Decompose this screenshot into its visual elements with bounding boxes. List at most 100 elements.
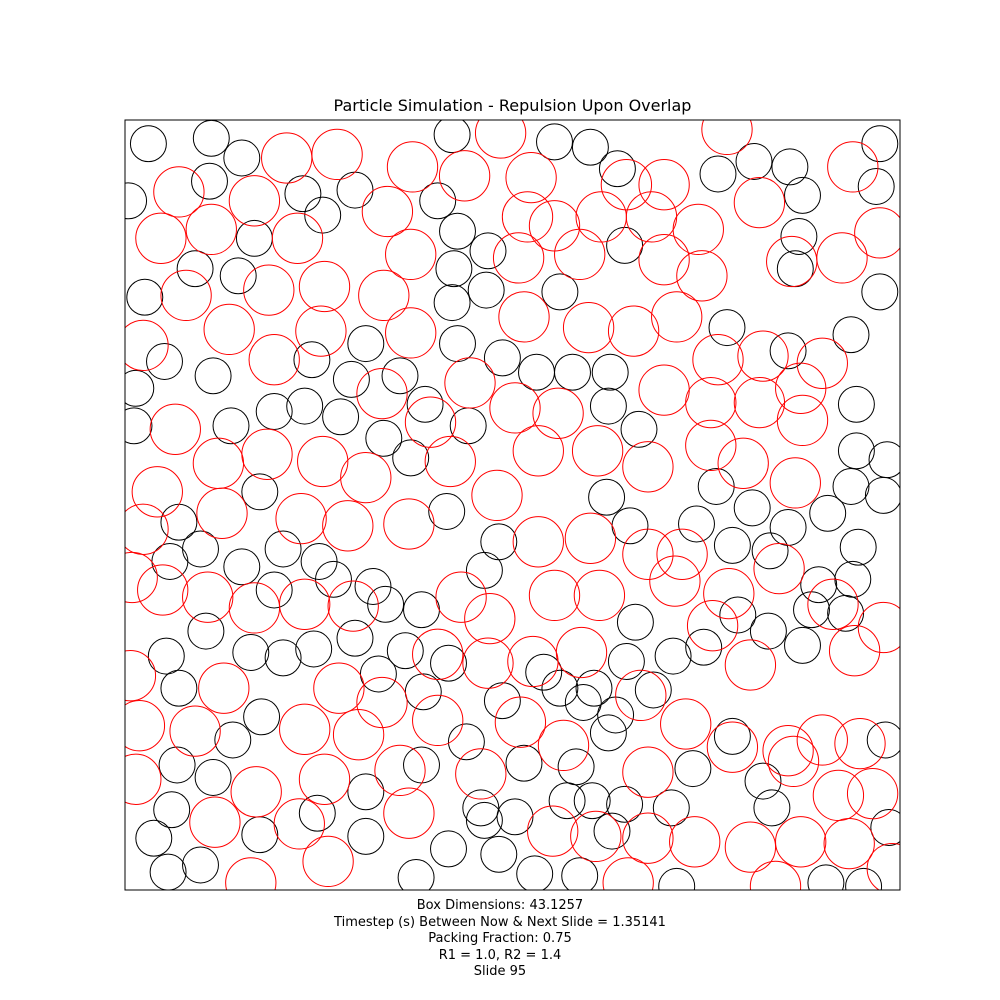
particle-small bbox=[658, 867, 696, 890]
particle-large bbox=[203, 303, 255, 356]
particle-small bbox=[611, 507, 649, 545]
particle-large bbox=[528, 569, 581, 622]
particle-small bbox=[397, 859, 435, 890]
particle-large bbox=[769, 457, 821, 509]
particle-large bbox=[766, 235, 818, 288]
particle-large bbox=[313, 662, 365, 714]
particle-large bbox=[537, 719, 590, 772]
particle-small bbox=[241, 816, 279, 854]
particle-large bbox=[230, 766, 282, 818]
particle-small bbox=[332, 360, 370, 398]
particle-large bbox=[615, 669, 667, 722]
particle-small bbox=[780, 218, 818, 255]
particle-small bbox=[365, 419, 403, 457]
particle-small bbox=[719, 596, 757, 634]
particle-large bbox=[796, 714, 848, 766]
particle-small bbox=[467, 271, 505, 309]
particle-small bbox=[870, 809, 900, 846]
particle-small bbox=[430, 644, 467, 682]
particle-large bbox=[383, 498, 435, 550]
particle-small bbox=[160, 503, 198, 541]
particle-small bbox=[713, 526, 751, 564]
particle-small bbox=[392, 439, 430, 477]
particle-large bbox=[192, 437, 245, 489]
particle-large bbox=[554, 228, 606, 281]
particle-large bbox=[660, 698, 712, 750]
particle-large bbox=[298, 260, 351, 313]
particle-small bbox=[674, 750, 712, 788]
particle-small bbox=[616, 603, 654, 641]
particle-large bbox=[622, 746, 674, 798]
particle-large bbox=[271, 212, 324, 264]
particle-small bbox=[809, 494, 847, 532]
particle-large bbox=[279, 703, 331, 755]
particle-small bbox=[769, 509, 807, 546]
particle-large bbox=[834, 717, 886, 770]
particle-large bbox=[512, 516, 564, 568]
particle-small bbox=[406, 385, 444, 423]
particle-large bbox=[160, 269, 212, 322]
particle-small bbox=[439, 325, 476, 363]
particle-large bbox=[295, 305, 347, 357]
particle-small bbox=[866, 721, 900, 759]
particle-small bbox=[857, 168, 895, 205]
particle-small bbox=[153, 791, 191, 829]
particle-large bbox=[302, 835, 354, 888]
particle-small bbox=[149, 853, 187, 890]
particle-small bbox=[428, 493, 466, 530]
particle-large bbox=[322, 500, 374, 552]
particle-small bbox=[433, 120, 471, 154]
particle-small bbox=[573, 782, 611, 820]
particle-large bbox=[455, 748, 507, 800]
particle-small bbox=[462, 789, 500, 827]
particle-large bbox=[125, 551, 158, 604]
simulation-box-frame bbox=[124, 119, 901, 891]
particle-large bbox=[685, 376, 737, 429]
particle-small bbox=[589, 387, 627, 425]
particle-small bbox=[525, 653, 563, 691]
particle-large bbox=[149, 403, 201, 455]
particle-large bbox=[412, 694, 464, 747]
particle-small bbox=[832, 468, 870, 505]
particle-large bbox=[501, 191, 554, 243]
particle-large bbox=[625, 191, 678, 243]
particle-small bbox=[284, 175, 322, 213]
particle-large bbox=[724, 639, 777, 691]
particle-large bbox=[854, 207, 900, 259]
particle-small bbox=[807, 864, 845, 890]
particle-large bbox=[492, 232, 545, 284]
particle-large bbox=[532, 387, 584, 439]
particle-large bbox=[767, 735, 820, 788]
particle-large bbox=[135, 212, 187, 264]
particle-small bbox=[359, 655, 397, 693]
particle-small bbox=[597, 696, 635, 734]
particle-small bbox=[839, 528, 877, 566]
particle-small bbox=[784, 626, 821, 664]
particle-large bbox=[827, 141, 879, 193]
particle-large bbox=[649, 555, 701, 607]
particle-large bbox=[505, 151, 557, 204]
particle-small bbox=[771, 148, 809, 186]
particle-small bbox=[733, 489, 771, 527]
particle-large bbox=[189, 796, 241, 848]
particle-small bbox=[381, 357, 419, 395]
particle-small bbox=[496, 798, 534, 836]
caption-block: Box Dimensions: 43.1257 Timestep (s) Bet… bbox=[0, 898, 1000, 981]
particle-large bbox=[753, 542, 805, 595]
particle-large bbox=[828, 625, 881, 677]
particle-small bbox=[241, 473, 279, 511]
particle-large bbox=[737, 330, 789, 382]
particle-large bbox=[435, 571, 487, 623]
particle-large bbox=[311, 128, 363, 181]
radii-label: R1 = 1.0, R2 = 1.4 bbox=[438, 947, 562, 963]
particle-small bbox=[304, 196, 342, 234]
particle-small bbox=[837, 385, 875, 423]
particle-large bbox=[125, 753, 162, 805]
particle-small bbox=[125, 182, 148, 220]
particle-small bbox=[753, 789, 791, 827]
particle-small bbox=[158, 746, 196, 784]
packing-fraction-label: Packing Fraction: 0.75 bbox=[428, 931, 572, 946]
particle-large bbox=[749, 860, 802, 890]
particle-small bbox=[564, 684, 602, 721]
particle-small bbox=[404, 673, 442, 711]
